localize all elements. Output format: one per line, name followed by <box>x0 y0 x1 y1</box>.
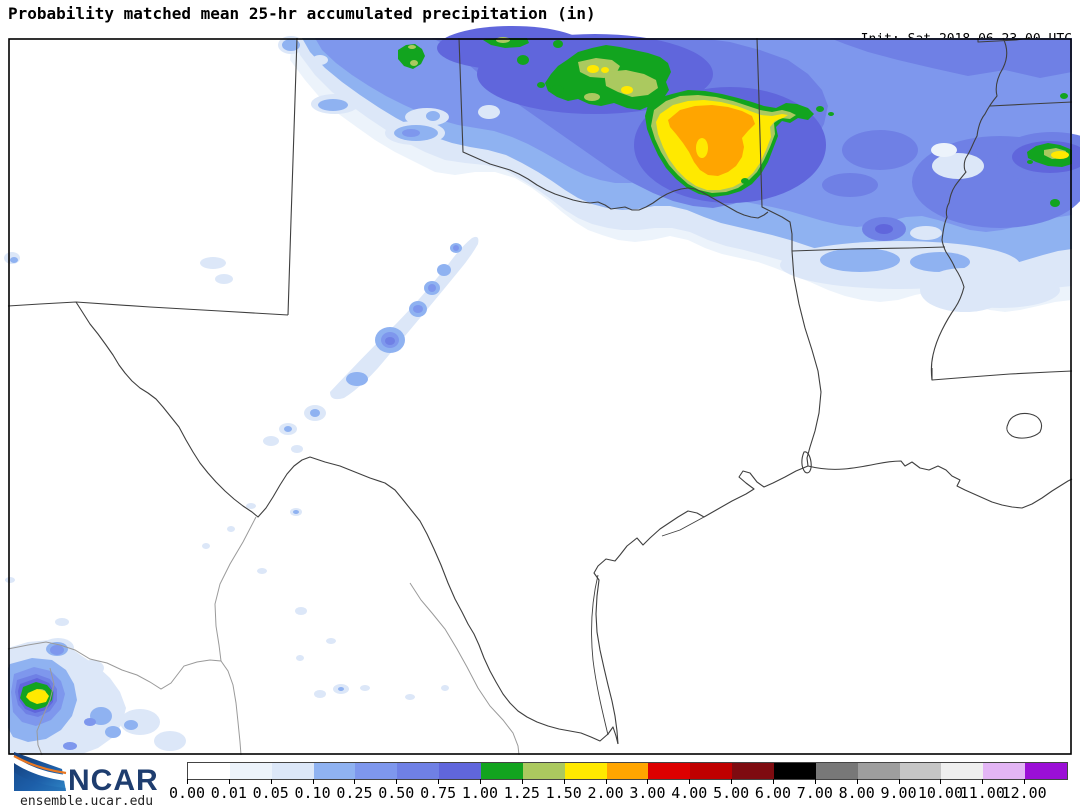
colorbar-segment <box>732 763 775 779</box>
colorbar-tick <box>187 779 188 784</box>
colorbar-segment <box>857 763 900 779</box>
map-canvas <box>4 26 1080 756</box>
colorbar-tick-label: 0.05 <box>252 784 289 802</box>
colorbar-tick-label: 5.00 <box>713 784 750 802</box>
rio-grande-river <box>75 301 619 745</box>
colorbar-labels: 0.00 0.01 0.05 0.10 0.25 0.50 0.75 1.00 1.25 1.50… <box>169 784 1066 802</box>
colorbar-tick <box>856 779 858 784</box>
colorbar-segment <box>522 763 565 779</box>
colorbar-tick <box>396 779 398 784</box>
colorbar-tick <box>898 779 900 784</box>
colorbar-tick-label: 1.50 <box>545 784 582 802</box>
precipitation-map <box>4 26 1080 756</box>
ncar-logo-mark <box>13 752 67 791</box>
colorbar-tick-label: 0.00 <box>168 784 206 802</box>
colorbar-segment <box>899 763 942 779</box>
map-frame <box>8 38 1072 755</box>
colorbar-segment <box>606 763 649 779</box>
colorbar-tick-label: 0.50 <box>378 784 415 802</box>
colorbar-segment <box>564 763 607 779</box>
precip-contours <box>4 26 1080 754</box>
colorbar-segment <box>983 763 1026 779</box>
colorbar-tick-label: 10.00 <box>917 784 963 802</box>
colorbar-segment <box>313 763 356 779</box>
mexico-state-borders <box>7 516 520 756</box>
colorbar-tick <box>689 779 691 784</box>
colorbar-tick <box>312 779 314 784</box>
colorbar-segment <box>481 763 523 779</box>
colorbar-tick <box>354 779 356 784</box>
colorbar-tick-label: 6.00 <box>754 784 792 802</box>
colorbar-tick-label: 0.75 <box>420 784 457 802</box>
colorbar-tick-label: 4.00 <box>671 784 708 802</box>
colorbar-tick <box>479 779 481 784</box>
colorbar-tick <box>605 779 607 784</box>
colorbar-tick <box>940 779 942 784</box>
colorbar-tick-label: 12.00 <box>1001 784 1047 802</box>
colorbar-segments <box>187 762 1068 780</box>
colorbar-tick <box>647 779 649 784</box>
colorbar-segment <box>1025 763 1068 779</box>
colorbar-segment <box>188 763 230 779</box>
mississippi-river <box>930 37 1008 381</box>
colorbar-tick <box>521 779 523 784</box>
colorbar-tick-label: 8.00 <box>838 784 875 802</box>
colorbar-segment <box>941 763 984 779</box>
page-title: Probability matched mean 25-hr accumulat… <box>8 4 596 23</box>
colorbar-tick <box>228 779 230 784</box>
colorbar-tick <box>982 779 984 784</box>
colorbar-segment <box>355 763 398 779</box>
colorbar-tick <box>731 779 733 784</box>
colorbar-tick-label: 2.00 <box>587 784 624 802</box>
colorbar-tick <box>814 779 816 784</box>
ncar-logo: NCAR ensemble.ucar.edu <box>13 752 159 808</box>
colorbar-segment <box>648 763 691 779</box>
colorbar-tick <box>772 779 774 784</box>
colorbar-segment <box>271 763 314 779</box>
colorbar-tick <box>563 779 565 784</box>
colorbar-tick <box>270 779 272 784</box>
colorbar-segment <box>229 763 272 779</box>
colorbar-tick-label: 1.25 <box>503 784 540 802</box>
colorbar-tick-label: 7.00 <box>796 784 833 802</box>
colorbar-tick-label: 9.00 <box>880 784 917 802</box>
colorbar-tick-label: 1.00 <box>461 784 499 802</box>
colorbar-tick-label: 0.10 <box>294 784 331 802</box>
colorbar-tick-label: 0.01 <box>210 784 247 802</box>
colorbar-tick-label: 11.00 <box>959 784 1005 802</box>
colorbar-tick-label: 0.25 <box>336 784 373 802</box>
colorbar-segment <box>439 763 482 779</box>
colorbar-segment <box>397 763 440 779</box>
colorbar-tick <box>1024 779 1026 784</box>
colorbar-tick-label: 3.00 <box>629 784 666 802</box>
colorbar-segment <box>815 763 858 779</box>
colorbar-segment <box>774 763 816 779</box>
colorbar-tick <box>438 779 440 784</box>
colorbar-segment <box>690 763 733 779</box>
colorbar-ticks <box>187 779 1066 785</box>
ncar-logo-text: NCAR <box>68 764 159 797</box>
state-borders <box>7 37 1073 745</box>
logo-url-text: ensemble.ucar.edu <box>20 794 153 808</box>
